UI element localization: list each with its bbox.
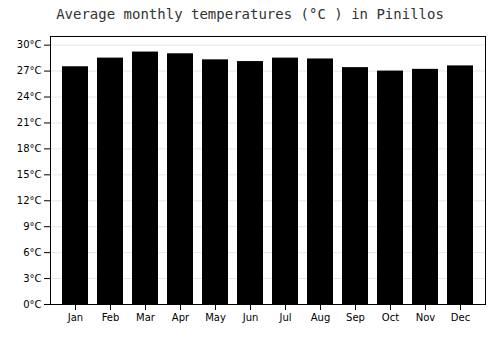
svg-text:9°C: 9°C	[23, 221, 41, 232]
svg-text:21°C: 21°C	[17, 117, 42, 128]
svg-text:May: May	[205, 312, 226, 323]
svg-text:3°C: 3°C	[23, 273, 41, 284]
svg-text:Mar: Mar	[136, 312, 156, 323]
svg-text:18°C: 18°C	[17, 143, 42, 154]
svg-text:Aug: Aug	[311, 312, 331, 323]
html-text:Average monthly temperatures (: Average monthly temperatures (°C ) in Pi…	[56, 6, 444, 22]
svg-text:Apr: Apr	[172, 312, 190, 323]
svg-text:Jun: Jun	[242, 312, 259, 323]
svg-text:15°C: 15°C	[17, 169, 42, 180]
svg-text:Jan: Jan	[67, 312, 83, 323]
svg-text:Dec: Dec	[451, 312, 470, 323]
svg-text:Sep: Sep	[346, 312, 365, 323]
svg-text:24°C: 24°C	[17, 91, 42, 102]
svg-text:6°C: 6°C	[23, 247, 41, 258]
svg-text:Nov: Nov	[416, 312, 436, 323]
svg-text:27°C: 27°C	[17, 65, 42, 76]
svg-text:12°C: 12°C	[17, 195, 42, 206]
svg-text:Feb: Feb	[102, 312, 120, 323]
svg-text:Oct: Oct	[382, 312, 399, 323]
svg-text:Jul: Jul	[278, 312, 291, 323]
svg-text:0°C: 0°C	[23, 299, 41, 310]
svg-text:30°C: 30°C	[17, 39, 42, 50]
